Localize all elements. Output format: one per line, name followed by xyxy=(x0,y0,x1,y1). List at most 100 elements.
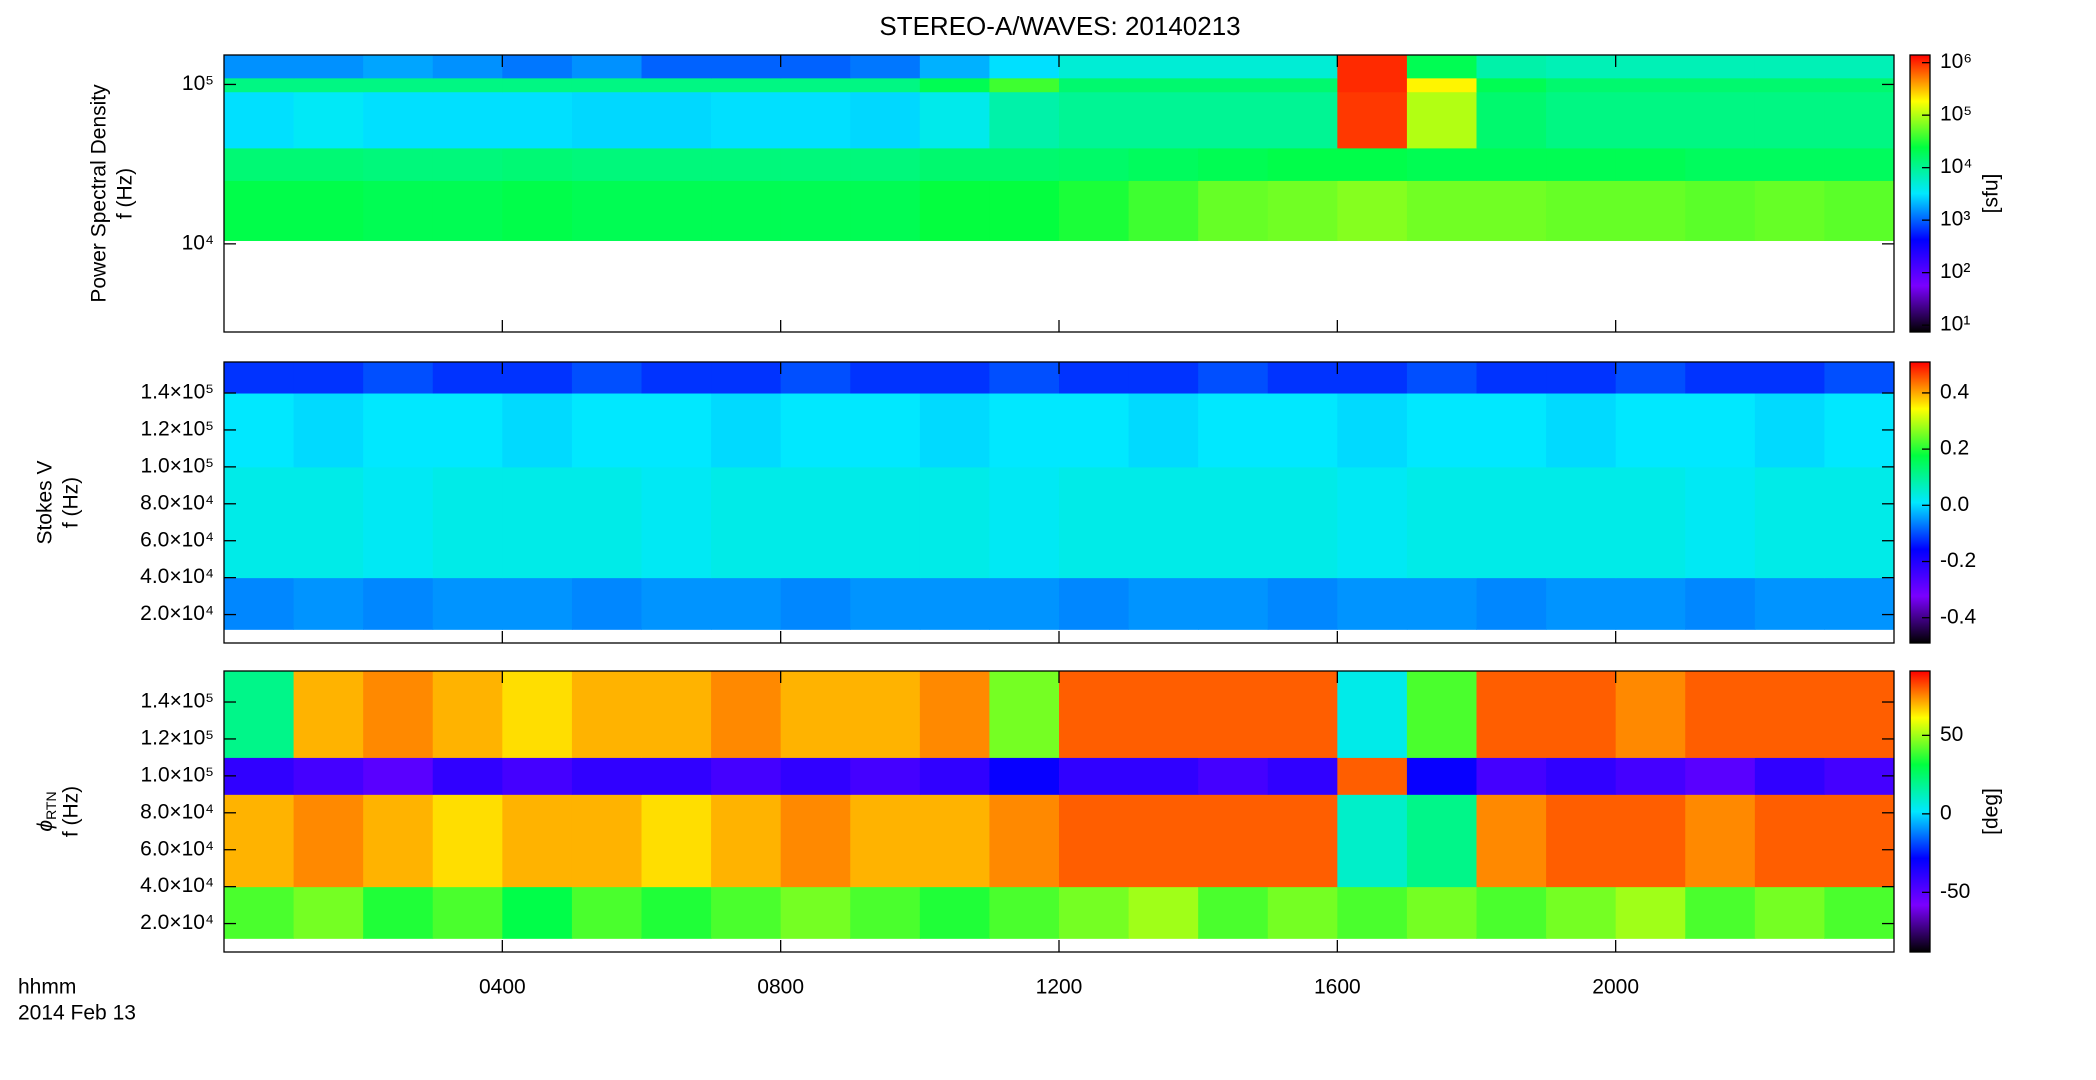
spectrogram-cell xyxy=(1267,362,1338,394)
spectrogram-cell xyxy=(1546,362,1617,394)
x-tick-label: 1200 xyxy=(1036,976,1083,999)
spectrogram-cell xyxy=(502,393,573,468)
spectrogram-cell xyxy=(1059,77,1130,93)
spectrogram-cell xyxy=(850,147,921,181)
spectrogram-cell xyxy=(571,794,642,888)
spectrogram-cell xyxy=(432,671,503,758)
spectrogram-cell xyxy=(1198,466,1269,579)
spectrogram-cell xyxy=(780,757,851,795)
spectrogram-cell xyxy=(1546,393,1617,468)
spectrogram-cell xyxy=(989,77,1060,93)
spectrogram-cell xyxy=(1754,757,1825,795)
y-tick-label: 6.0×10⁴ xyxy=(140,837,214,860)
spectrogram-cell xyxy=(641,393,712,468)
spectrogram-cell xyxy=(1476,91,1547,149)
spectrogram-cell xyxy=(293,393,364,468)
spectrogram-cell xyxy=(850,577,921,630)
spectrogram-cell xyxy=(502,362,573,394)
spectrogram-cell xyxy=(1059,362,1130,394)
spectrogram-cell xyxy=(1824,794,1895,888)
spectrogram-cell xyxy=(363,91,434,149)
colorbar-tick-label: 10² xyxy=(1940,260,1970,283)
spectrogram-cell xyxy=(919,794,990,888)
spectrogram-cell xyxy=(432,757,503,795)
spectrogram-cell xyxy=(224,147,295,181)
spectrogram-cell xyxy=(502,91,573,149)
spectrogram-cell xyxy=(711,886,782,939)
spectrogram-cell xyxy=(1754,180,1825,241)
spectrogram-cell xyxy=(363,577,434,630)
spectrogram-cell xyxy=(432,466,503,579)
y-tick-label: 1.2×10⁵ xyxy=(140,417,214,440)
spectrogram-cell xyxy=(1337,393,1408,468)
spectrogram-cell xyxy=(224,577,295,630)
spectrogram-cell xyxy=(1406,55,1477,79)
spectrogram-cell xyxy=(432,393,503,468)
spectrogram-cell xyxy=(1615,794,1686,888)
colorbar xyxy=(1909,54,1931,333)
spectrogram-cell xyxy=(989,466,1060,579)
spectrogram-cell xyxy=(1059,466,1130,579)
spectrogram-cell xyxy=(1754,77,1825,93)
spectrogram-cell xyxy=(571,886,642,939)
spectrogram-cell xyxy=(780,77,851,93)
spectrogram-cell xyxy=(1128,886,1199,939)
spectrogram-cell xyxy=(1476,466,1547,579)
spectrogram-cell xyxy=(1337,77,1408,93)
spectrogram-cell xyxy=(641,362,712,394)
spectrogram-cell xyxy=(1337,886,1408,939)
y-axis-label: f (Hz) xyxy=(60,477,83,528)
spectrogram-cell xyxy=(1406,794,1477,888)
spectrogram-cell xyxy=(1754,362,1825,394)
spectrogram-cell xyxy=(989,886,1060,939)
spectrogram-cell xyxy=(1824,91,1895,149)
spectrogram-cell xyxy=(1615,577,1686,630)
spectrogram-cell xyxy=(363,77,434,93)
spectrogram-cell xyxy=(1546,671,1617,758)
spectrogram-cell xyxy=(780,671,851,758)
spectrogram-cell xyxy=(1546,55,1617,79)
spectrogram-cell xyxy=(1267,794,1338,888)
spectrogram-cell xyxy=(641,466,712,579)
spectrogram-cell xyxy=(1059,180,1130,241)
spectrogram-cell xyxy=(293,577,364,630)
y-tick-label: 6.0×10⁴ xyxy=(140,528,214,551)
spectrogram-cell xyxy=(1128,362,1199,394)
spectrogram-cell xyxy=(1615,147,1686,181)
spectrogram-cell xyxy=(1406,466,1477,579)
spectrogram-cell xyxy=(1406,671,1477,758)
spectrogram-cell xyxy=(432,794,503,888)
spectrogram-cell xyxy=(1406,757,1477,795)
spectrogram-cell xyxy=(780,794,851,888)
spectrogram-cell xyxy=(1128,794,1199,888)
spectrogram-cell xyxy=(989,147,1060,181)
spectrogram-cell xyxy=(1476,886,1547,939)
spectrogram-cell xyxy=(919,577,990,630)
spectrogram-cell xyxy=(919,362,990,394)
spectrogram-cell xyxy=(1128,757,1199,795)
spectrogram-cell xyxy=(502,577,573,630)
spectrogram-cell xyxy=(1059,577,1130,630)
colorbar-tick-label: 10⁴ xyxy=(1940,155,1972,178)
spectrogram-cell xyxy=(502,757,573,795)
spectrogram-cell xyxy=(919,466,990,579)
spectrogram-cell xyxy=(1476,180,1547,241)
spectrogram-cell xyxy=(293,55,364,79)
spectrogram-cell xyxy=(711,77,782,93)
spectrogram-cell xyxy=(1685,362,1756,394)
spectrogram-cell xyxy=(711,91,782,149)
spectrogram-cell xyxy=(1685,77,1756,93)
spectrogram-cell xyxy=(502,77,573,93)
spectrogram-cell xyxy=(1824,362,1895,394)
spectrogram-cell xyxy=(1198,886,1269,939)
spectrogram-cell xyxy=(780,362,851,394)
spectrogram-cell xyxy=(1267,886,1338,939)
chart-title: STEREO-A/WAVES: 20140213 xyxy=(879,11,1240,41)
spectrogram-cell xyxy=(432,362,503,394)
spectrogram-cell xyxy=(919,393,990,468)
colorbar-tick-label: 0.4 xyxy=(1940,380,1970,403)
spectrogram-cell xyxy=(1198,757,1269,795)
spectrogram-cell xyxy=(224,671,295,758)
spectrogram-cell xyxy=(1198,671,1269,758)
